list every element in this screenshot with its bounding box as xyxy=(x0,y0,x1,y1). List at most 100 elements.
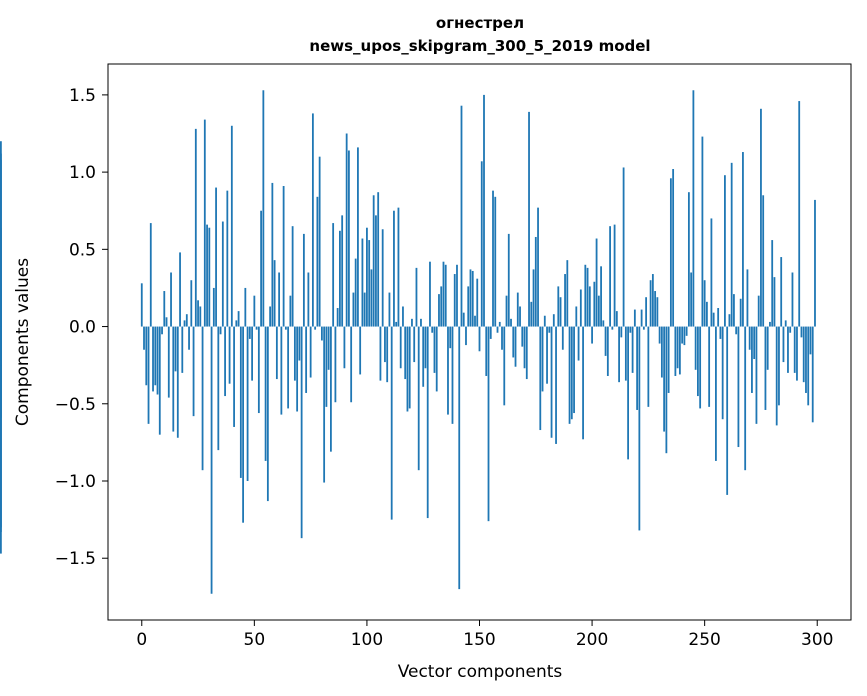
bar-3 xyxy=(147,326,150,424)
bar-234 xyxy=(667,326,670,393)
bar-280 xyxy=(771,240,774,327)
bar-229 xyxy=(656,297,659,327)
bar-20 xyxy=(185,314,188,327)
bar-183 xyxy=(552,314,555,327)
bar-206 xyxy=(604,326,607,356)
bar-259 xyxy=(724,175,726,327)
bar-203 xyxy=(597,295,600,327)
bar-142 xyxy=(460,105,463,327)
bar-205 xyxy=(602,320,605,327)
bar-62 xyxy=(280,326,283,415)
bar-249 xyxy=(701,136,704,327)
bar-186 xyxy=(559,297,562,327)
x-axis-ticks: 0 50 100 150 200 250 300 xyxy=(136,620,833,650)
bar-208 xyxy=(609,226,611,327)
bar-281 xyxy=(773,277,776,327)
bar-197 xyxy=(584,264,587,327)
bar-149 xyxy=(476,278,479,327)
bar-95 xyxy=(354,258,357,327)
bar-122 xyxy=(415,267,418,327)
bar-45 xyxy=(242,326,244,523)
bar-194 xyxy=(577,326,580,361)
bar-217 xyxy=(629,326,632,333)
bar-28 xyxy=(203,119,206,327)
bar-127 xyxy=(426,326,429,519)
bar-88 xyxy=(339,230,341,327)
bar-30 xyxy=(208,227,211,327)
bar-268 xyxy=(744,326,747,471)
x-tick-label: 0 xyxy=(136,630,147,650)
bar-180 xyxy=(546,326,548,384)
bar-10 xyxy=(163,291,166,327)
bar-11 xyxy=(165,317,168,327)
bar-106 xyxy=(379,326,382,381)
bar-92 xyxy=(348,150,350,327)
bar-54 xyxy=(262,90,265,327)
bar-136 xyxy=(447,326,449,415)
bar-74 xyxy=(307,272,310,327)
bar-153 xyxy=(485,326,488,376)
bar-252 xyxy=(708,326,711,407)
bar-2 xyxy=(145,326,148,386)
bar-15 xyxy=(174,326,177,372)
bar-56 xyxy=(266,326,269,502)
bar-244 xyxy=(690,272,693,327)
bar-174 xyxy=(532,269,535,327)
bar-139 xyxy=(453,274,456,327)
bar-147 xyxy=(471,270,474,327)
bar-157 xyxy=(494,196,497,327)
bar-9 xyxy=(161,326,163,335)
bar-93 xyxy=(350,326,353,403)
bar-190 xyxy=(568,326,571,424)
bar-25 xyxy=(197,300,199,327)
bar-77 xyxy=(314,326,317,330)
bar-66 xyxy=(289,295,292,327)
bar-128 xyxy=(429,261,431,327)
x-axis-label: Vector components xyxy=(398,662,563,682)
bar-undefined xyxy=(0,141,2,327)
bar-150 xyxy=(478,326,481,352)
bar-298 xyxy=(811,326,814,423)
bar-282 xyxy=(775,326,778,426)
bar-225 xyxy=(647,326,650,407)
bar-214 xyxy=(622,167,625,327)
bar-73 xyxy=(305,326,308,393)
bar-16 xyxy=(176,326,179,438)
bar-218 xyxy=(631,326,634,373)
bar-258 xyxy=(721,326,724,420)
bar-24 xyxy=(194,128,197,327)
bar-32 xyxy=(212,287,215,327)
bar-104 xyxy=(375,215,377,327)
bar-202 xyxy=(595,238,598,327)
bar-277 xyxy=(764,326,767,410)
bar-94 xyxy=(352,292,355,327)
bar-63 xyxy=(282,186,285,327)
bar-219 xyxy=(633,309,636,327)
bar-8 xyxy=(158,326,161,435)
bar-279 xyxy=(769,321,771,327)
bar-42 xyxy=(235,320,238,327)
bar-176 xyxy=(537,207,539,327)
bar-115 xyxy=(399,326,402,369)
bar-123 xyxy=(417,326,420,471)
x-tick-label: 100 xyxy=(351,630,383,650)
bar-125 xyxy=(422,326,425,387)
bar-274 xyxy=(757,295,760,327)
bar-154 xyxy=(487,326,490,522)
bar-5 xyxy=(152,326,154,392)
bar-59 xyxy=(273,260,276,327)
bar-201 xyxy=(593,281,596,327)
bar-171 xyxy=(525,326,528,380)
bar-60 xyxy=(275,326,278,380)
bar-26 xyxy=(199,306,202,327)
y-tick-label: −1.0 xyxy=(55,472,96,492)
bar-23 xyxy=(192,326,195,417)
bar-256 xyxy=(717,308,720,327)
bar-155 xyxy=(489,326,492,339)
bar-107 xyxy=(381,229,384,327)
bar-6 xyxy=(154,326,157,386)
bar-81 xyxy=(323,326,326,483)
bar-152 xyxy=(483,94,485,327)
bar-193 xyxy=(575,306,578,327)
bar-76 xyxy=(311,113,314,327)
